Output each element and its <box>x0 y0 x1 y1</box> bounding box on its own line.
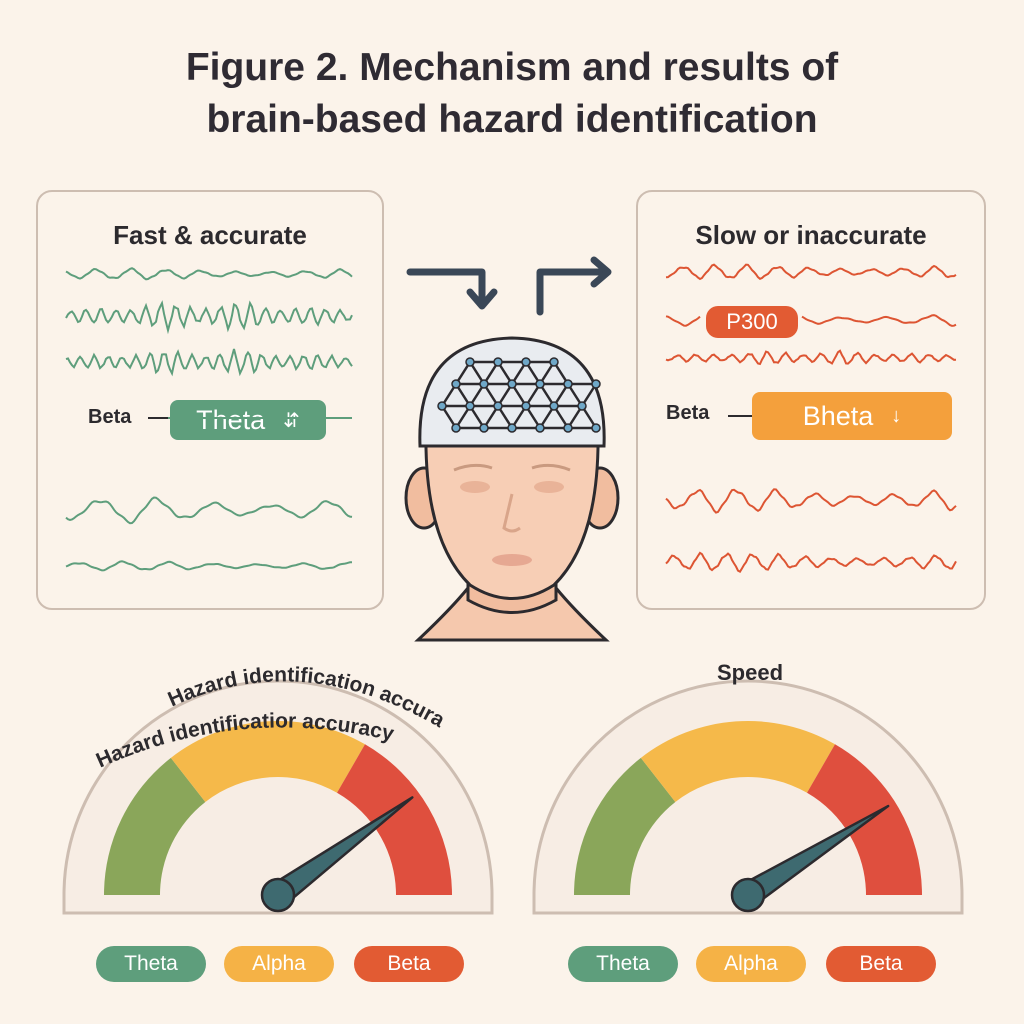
arrow-down-head <box>466 288 498 310</box>
left-wave-4 <box>65 496 353 525</box>
speed-gauge-title: Speed <box>716 660 784 685</box>
slow-inaccurate-panel: Slow or inaccurate P300 Beta Bheta ↓ <box>636 190 986 610</box>
speed-gauge-frame <box>532 679 964 915</box>
accuracy-gauge-segment-3 <box>337 744 452 895</box>
right-eye <box>534 481 564 493</box>
right-eeg-waves <box>665 263 957 574</box>
left-eye <box>460 481 490 493</box>
accuracy-gauge-segment-2 <box>170 721 365 803</box>
fast-accurate-panel: Fast & accurate Beta Theta ⇵ <box>36 190 384 610</box>
cap-electrode <box>563 379 573 389</box>
right-wave-3 <box>665 349 957 366</box>
right-wave-4 <box>665 488 957 514</box>
legend-chip-beta: Beta <box>826 946 936 982</box>
cap-electrode <box>493 357 503 367</box>
cap-electrode <box>479 423 489 433</box>
arrow-down-icon <box>406 268 486 304</box>
cap-electrode <box>479 379 489 389</box>
eeg-electrode-cap-icon <box>418 336 606 448</box>
cap-electrode <box>563 423 573 433</box>
cap-electrode <box>591 423 601 433</box>
legend-chip-theta: Theta <box>568 946 678 982</box>
cap-electrode <box>465 401 475 411</box>
accuracy-gauge-hub <box>260 877 296 913</box>
gauges <box>62 679 964 915</box>
p300-badge: P300 <box>706 306 798 338</box>
speed-gauge <box>532 679 964 915</box>
legend-chip-theta: Theta <box>96 946 206 982</box>
slow-inaccurate-title: Slow or inaccurate <box>695 220 927 250</box>
left-wave-3 <box>65 348 353 377</box>
down-arrow-icon: ↓ <box>891 404 902 427</box>
speed-gauge-segment-2 <box>640 721 835 803</box>
legend-chip-beta: Beta <box>354 946 464 982</box>
cap-electrode <box>535 379 545 389</box>
head-illustration <box>404 336 620 642</box>
left-eeg-waves <box>65 267 353 572</box>
left-eyebrow <box>453 463 493 472</box>
cap-electrode <box>465 357 475 367</box>
accuracy-gauge <box>62 679 494 915</box>
cap-electrode <box>521 401 531 411</box>
speed-gauge-hub <box>730 877 766 913</box>
figure-title-line-1: Figure 2. Mechanism and results of <box>185 46 839 89</box>
legend-chip-alpha: Alpha <box>224 946 334 982</box>
nose <box>502 493 521 533</box>
accuracy-gauge-frame <box>62 679 494 915</box>
cap-electrode <box>437 401 447 411</box>
up-down-arrow-icon: ⇵ <box>283 409 300 432</box>
left-wave-5 <box>65 560 352 572</box>
fast-accurate-title: Fast & accurate <box>113 220 307 250</box>
figure-title: Figure 2. Mechanism and results of brain… <box>0 42 1024 146</box>
cap-electrode <box>521 357 531 367</box>
right-eyebrow <box>531 463 571 472</box>
bheta-pill-label: Bheta <box>802 400 874 431</box>
cap-electrode <box>549 401 559 411</box>
bheta-pill: Bheta ↓ <box>752 392 952 440</box>
right-wave-5 <box>665 551 957 574</box>
cap-electrode <box>451 379 461 389</box>
cap-electrode <box>507 379 517 389</box>
theta-pill: Theta ⇵ <box>170 400 326 440</box>
face <box>424 428 600 600</box>
left-wave-2 <box>65 300 353 335</box>
arrow-right-icon <box>536 268 604 316</box>
accuracy-gauge-segment-1 <box>104 757 206 895</box>
arrow-right-head <box>590 256 612 288</box>
speed-gauge-segment-1 <box>574 757 676 895</box>
left-wave-1 <box>65 267 353 281</box>
figure-title-line-2: brain-based hazard identification <box>206 98 818 141</box>
theta-pill-label: Theta <box>196 404 266 435</box>
legend-chip-alpha: Alpha <box>696 946 806 982</box>
flow-arrows <box>406 256 612 316</box>
right-wave-2 <box>665 314 957 327</box>
cap-electrode <box>549 357 559 367</box>
cap-electrode <box>507 423 517 433</box>
cap-electrode <box>577 401 587 411</box>
left-beta-label: Beta <box>88 406 132 428</box>
right-beta-label: Beta <box>666 402 710 424</box>
cap-electrode <box>591 379 601 389</box>
right-wave-1 <box>665 263 957 281</box>
cap-electrode-mesh <box>437 357 601 433</box>
cap-electrode <box>535 423 545 433</box>
cap-electrode <box>493 401 503 411</box>
cap-electrode <box>451 423 461 433</box>
mouth <box>492 554 532 566</box>
